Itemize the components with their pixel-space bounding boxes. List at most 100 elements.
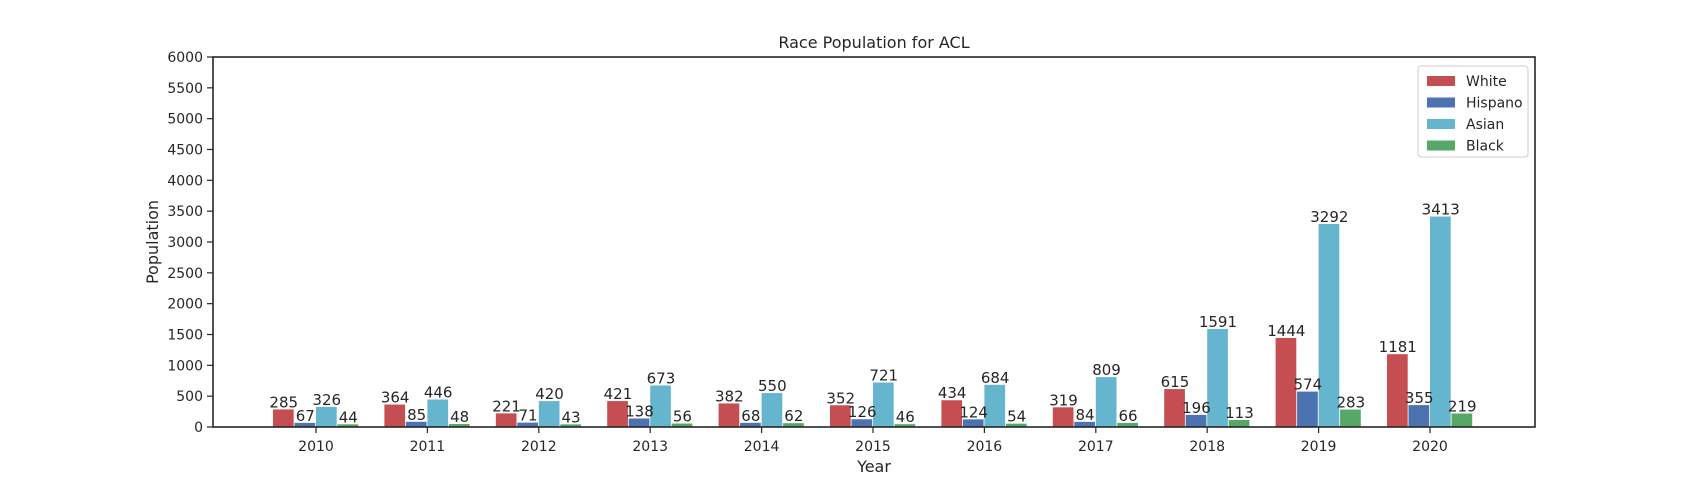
data-label-hispano-2011: 85 <box>407 406 426 424</box>
data-label-hispano-2012: 71 <box>519 407 538 425</box>
bar-black-2014 <box>783 423 804 427</box>
data-label-black-2010: 44 <box>339 408 358 426</box>
data-label-black-2015: 46 <box>896 408 915 426</box>
data-label-white-2014: 382 <box>715 387 744 405</box>
bar-asian-2016 <box>984 384 1006 427</box>
data-label-hispano-2019: 574 <box>1294 376 1323 394</box>
data-label-black-2017: 66 <box>1119 407 1138 425</box>
y-axis-title: Population <box>143 200 162 284</box>
data-label-white-2016: 434 <box>938 384 967 402</box>
bar-black-2011 <box>448 424 470 427</box>
data-label-asian-2015: 721 <box>869 367 898 385</box>
bar-hispano-2018 <box>1185 414 1207 427</box>
bar-black-2020 <box>1451 413 1473 427</box>
bar-hispano-2019 <box>1297 391 1318 427</box>
y-tick-label: 3500 <box>167 204 203 220</box>
bar-asian-2017 <box>1095 377 1117 427</box>
x-tick-label: 2018 <box>1189 439 1225 455</box>
bar-hispano-2011 <box>405 421 427 427</box>
bar-black-2019 <box>1340 409 1361 427</box>
y-tick-label: 2000 <box>167 297 203 313</box>
chart-title: Race Population for ACL <box>778 33 969 52</box>
bar-white-2012 <box>495 413 517 427</box>
data-label-asian-2017: 809 <box>1092 361 1121 379</box>
bar-hispano-2014 <box>740 422 761 427</box>
bar-black-2016 <box>1005 423 1027 427</box>
bar-hispano-2020 <box>1408 405 1430 427</box>
data-label-white-2020: 1181 <box>1379 338 1417 356</box>
data-label-asian-2016: 684 <box>981 369 1010 387</box>
data-label-black-2014: 62 <box>784 407 803 425</box>
y-tick-label: 1500 <box>167 328 203 344</box>
bar-black-2013 <box>671 423 693 427</box>
data-label-black-2011: 48 <box>450 408 469 426</box>
data-label-white-2018: 615 <box>1161 373 1190 391</box>
bar-hispano-2013 <box>628 418 650 427</box>
bar-black-2012 <box>560 424 581 427</box>
y-tick-label: 4500 <box>167 143 203 159</box>
bar-asian-2019 <box>1318 223 1340 427</box>
data-label-white-2013: 421 <box>604 385 633 403</box>
bar-asian-2012 <box>538 401 560 427</box>
data-label-asian-2018: 1591 <box>1199 313 1237 331</box>
bar-hispano-2016 <box>962 419 984 427</box>
legend-label-black: Black <box>1466 139 1505 155</box>
bars-layer <box>273 216 1473 427</box>
legend-swatch-asian <box>1427 119 1455 129</box>
data-label-hispano-2020: 355 <box>1405 389 1434 407</box>
x-tick-label: 2011 <box>410 439 446 455</box>
legend-label-white: White <box>1466 74 1507 90</box>
bar-white-2017 <box>1052 407 1074 427</box>
data-label-hispano-2016: 124 <box>959 403 988 421</box>
legend-label-asian: Asian <box>1466 117 1504 133</box>
bar-asian-2013 <box>650 385 671 427</box>
bar-hispano-2010 <box>294 422 316 427</box>
x-tick-label: 2019 <box>1301 439 1337 455</box>
x-tick-label: 2016 <box>967 439 1003 455</box>
bar-black-2018 <box>1228 420 1250 427</box>
bar-asian-2018 <box>1207 328 1228 427</box>
data-label-white-2015: 352 <box>826 389 855 407</box>
data-label-asian-2013: 673 <box>647 370 676 388</box>
legend-label-hispano: Hispano <box>1466 96 1523 112</box>
bar-white-2020 <box>1387 354 1408 427</box>
axes-layer: 0 500 1000 1500 2000 2500 3000 3500 4000 4500 5000… <box>167 50 1536 455</box>
data-label-white-2017: 319 <box>1049 391 1078 409</box>
data-label-white-2010: 285 <box>269 393 298 411</box>
x-tick-label: 2015 <box>855 439 891 455</box>
bar-hispano-2012 <box>517 422 538 427</box>
bar-white-2016 <box>941 400 963 427</box>
bar-white-2018 <box>1164 389 1185 427</box>
data-label-white-2012: 221 <box>492 397 521 415</box>
y-tick-label: 6000 <box>167 50 203 66</box>
legend-swatch-black <box>1427 140 1455 151</box>
y-tick-label: 5000 <box>167 112 203 128</box>
bar-hispano-2017 <box>1074 421 1095 427</box>
legend: White Hispano Asian Black <box>1417 65 1529 158</box>
x-tick-label: 2020 <box>1412 439 1448 455</box>
data-label-black-2020: 219 <box>1448 398 1477 416</box>
data-label-hispano-2017: 84 <box>1076 406 1095 424</box>
x-tick-label: 2012 <box>521 439 557 455</box>
bar-white-2014 <box>718 403 740 427</box>
legend-swatch-white <box>1427 76 1455 86</box>
data-label-white-2019: 1444 <box>1267 322 1305 340</box>
x-tick-label: 2013 <box>632 439 668 455</box>
x-tick-label: 2010 <box>298 439 334 455</box>
x-tick-label: 2017 <box>1078 439 1114 455</box>
data-label-asian-2020: 3413 <box>1422 201 1460 219</box>
data-label-white-2011: 364 <box>381 389 410 407</box>
bar-white-2019 <box>1275 337 1297 427</box>
y-tick-label: 4000 <box>167 173 203 189</box>
x-tick-label: 2014 <box>744 439 780 455</box>
bar-white-2010 <box>273 409 294 427</box>
y-tick-label: 2500 <box>167 266 203 282</box>
data-label-hispano-2014: 68 <box>741 407 760 425</box>
data-label-asian-2011: 446 <box>424 384 453 402</box>
data-label-hispano-2015: 126 <box>848 403 877 421</box>
bar-white-2015 <box>830 405 851 427</box>
bar-asian-2010 <box>316 406 337 427</box>
data-label-black-2016: 54 <box>1007 408 1026 426</box>
